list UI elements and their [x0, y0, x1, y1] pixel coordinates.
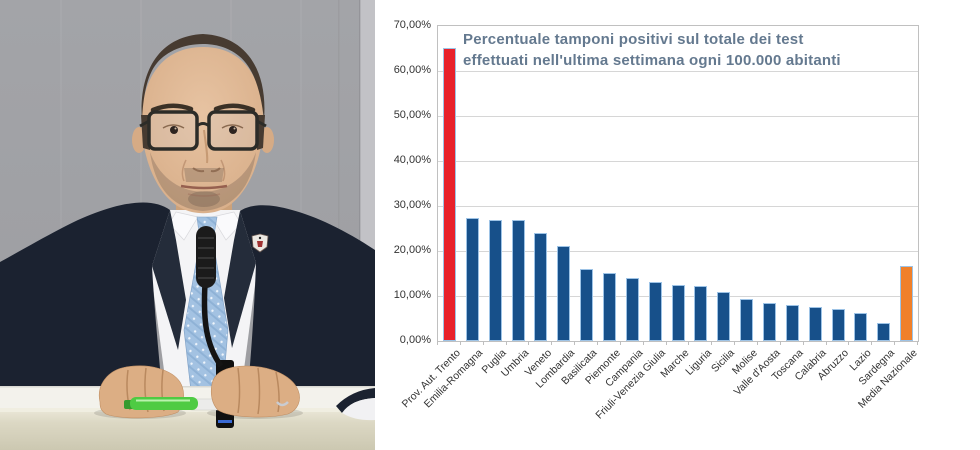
- x-axis-tick: [551, 341, 553, 345]
- chart-title: Percentuale tamponi positivi sul totale …: [463, 29, 841, 71]
- hands: [98, 365, 300, 419]
- bar-Liguria: [694, 286, 708, 341]
- x-axis-tick: [734, 341, 736, 345]
- x-axis-tick: [619, 341, 621, 345]
- eyebrow-left: [150, 103, 194, 113]
- bar-Sicilia: [717, 292, 731, 341]
- bar-Friuli-Venezia Giulia: [648, 282, 662, 341]
- x-axis-tick: [665, 341, 667, 345]
- bar-Marche: [671, 285, 685, 341]
- gridline-30: [438, 206, 918, 207]
- speaker-head: [132, 34, 274, 214]
- bar-Basilicata: [580, 269, 594, 341]
- bar-Campania: [625, 278, 639, 341]
- bar-Umbria: [511, 220, 525, 341]
- lapel-pin-icon: [251, 233, 269, 253]
- x-axis-tick: [505, 341, 507, 345]
- plot-area: [437, 25, 919, 342]
- x-axis-tick: [757, 341, 758, 345]
- stubble: [150, 152, 256, 211]
- hand-left: [98, 365, 184, 419]
- bar-Abruzzo: [831, 309, 845, 341]
- bar-Veneto: [534, 233, 548, 341]
- bar-Prov. Aut. Trento: [442, 48, 456, 341]
- suit-jacket: [0, 202, 375, 402]
- mouth: [180, 184, 228, 190]
- chart-title-line2: effettuati nell'ultima settimana ogni 10…: [463, 52, 841, 69]
- face: [141, 47, 264, 214]
- desk: [0, 386, 375, 450]
- lapel-right: [224, 211, 256, 348]
- y-axis-label-20: 20,00%: [393, 243, 431, 256]
- eyebrow-right: [213, 103, 256, 113]
- nose: [192, 129, 221, 173]
- x-axis-tick: [848, 341, 850, 345]
- bar-Puglia: [488, 220, 502, 341]
- x-axis-tick: [528, 341, 530, 345]
- y-axis-label-50: 50,00%: [393, 108, 431, 121]
- bar-Lazio: [854, 313, 868, 341]
- y-axis-label-40: 40,00%: [393, 153, 431, 166]
- positivity-chart: Percentuale tamponi positivi sul totale …: [375, 0, 980, 450]
- x-axis-tick: [802, 341, 804, 345]
- y-axis-label-30: 30,00%: [393, 198, 431, 211]
- x-axis-tick: [688, 341, 690, 345]
- x-axis-tick: [437, 341, 438, 345]
- press-conference-photo: [0, 0, 375, 450]
- bar-Sardegna: [877, 323, 891, 341]
- x-axis-tick: [894, 341, 896, 345]
- x-axis-tick: [779, 341, 781, 345]
- bar-Toscana: [785, 305, 799, 341]
- x-axis-tick: [917, 341, 918, 345]
- bar-Lombardia: [557, 246, 571, 341]
- y-axis-label-0: 0,00%: [399, 333, 431, 346]
- y-axis-label-10: 10,00%: [393, 288, 431, 301]
- bar-Media Nazionale: [900, 266, 914, 341]
- bar-Molise: [740, 299, 754, 341]
- bar-Valle d'Aosta: [762, 303, 776, 341]
- x-axis-tick: [482, 341, 484, 345]
- bar-Calabria: [808, 307, 822, 341]
- x-axis-tick: [574, 341, 576, 345]
- x-axis-tick: [711, 341, 713, 345]
- bar-Piemonte: [602, 273, 616, 341]
- y-axis-label-60: 60,00%: [393, 63, 431, 76]
- x-axis-tick: [597, 341, 598, 345]
- chart-title-line1: Percentuale tamponi positivi sul totale …: [463, 31, 804, 48]
- gridline-40: [438, 161, 918, 162]
- sleeve-cuff-right: [336, 388, 375, 421]
- gridline-20: [438, 251, 918, 252]
- wedding-ring: [276, 401, 289, 407]
- x-axis-tick: [459, 341, 461, 345]
- speaker-illustration: [0, 0, 375, 450]
- y-axis-label-70: 70,00%: [393, 18, 431, 31]
- x-axis-tick: [642, 341, 644, 345]
- gridline-60: [438, 71, 918, 72]
- x-axis-tick: [825, 341, 827, 345]
- eyes: [162, 124, 244, 134]
- bar-Emilia-Romagna: [465, 218, 479, 341]
- lapel-left: [152, 210, 186, 350]
- gridline-50: [438, 116, 918, 117]
- x-axis-tick: [871, 341, 873, 345]
